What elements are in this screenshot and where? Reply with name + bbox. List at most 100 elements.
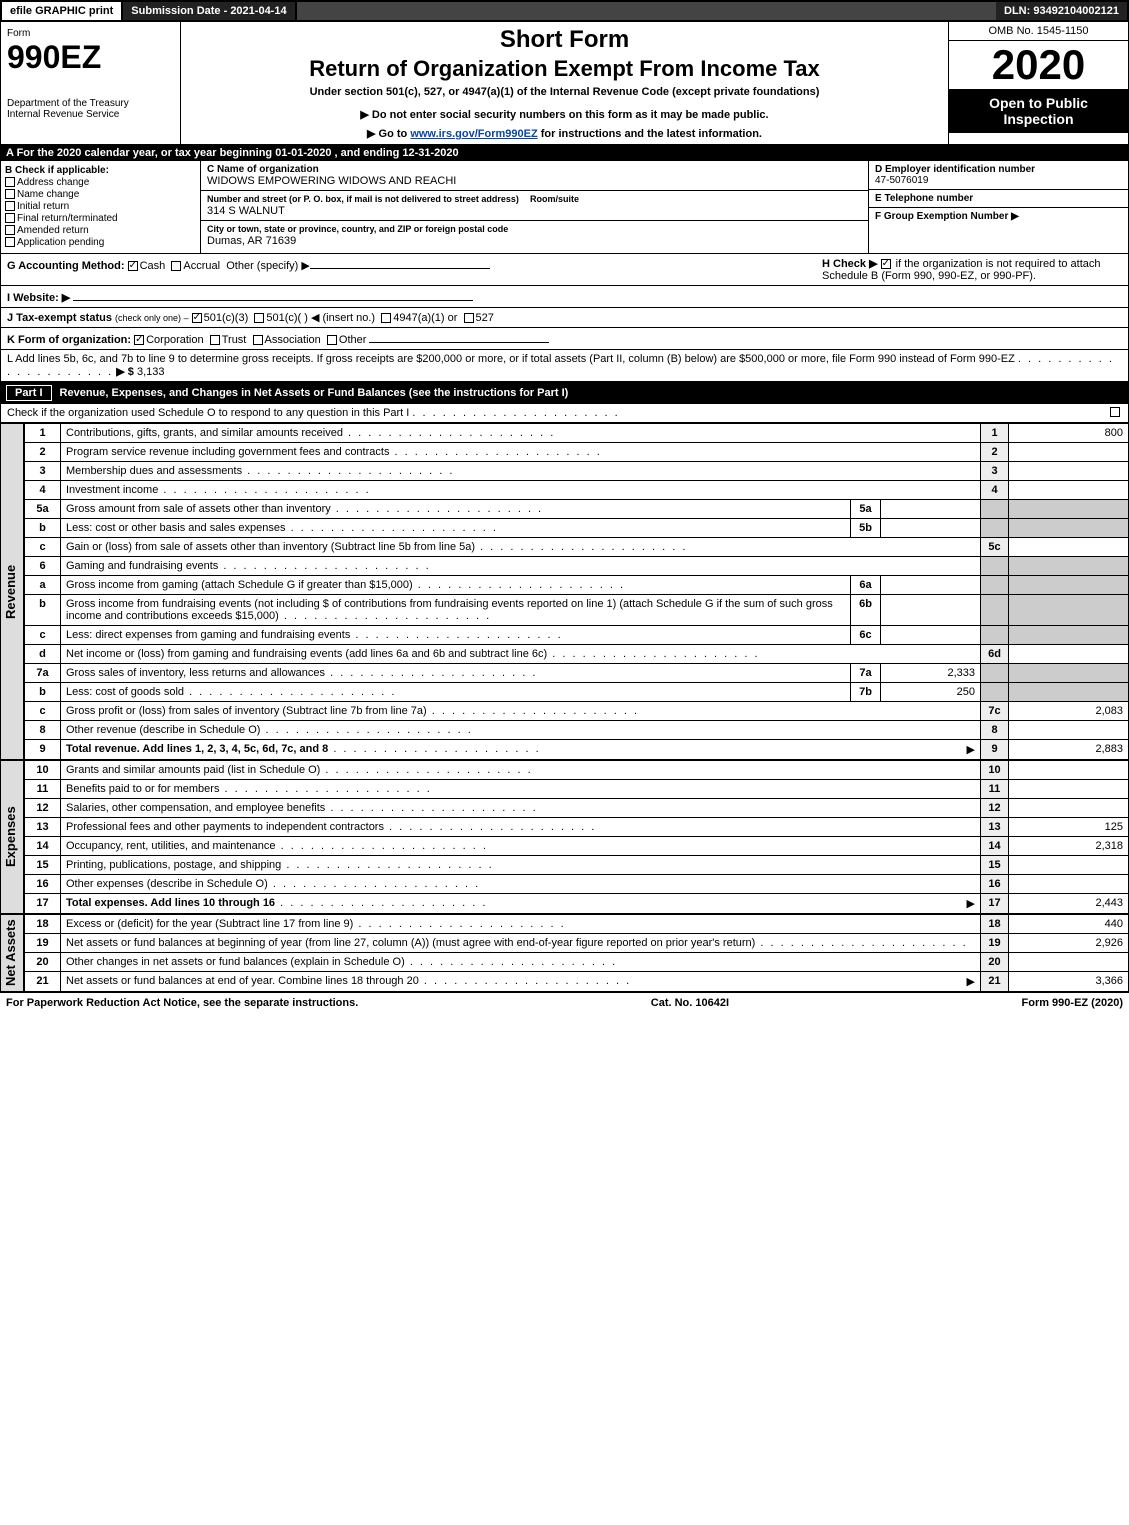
line-amount [1009,481,1129,500]
other-org-blank[interactable] [369,331,549,343]
dots-icon [279,610,491,622]
line-side-number: 8 [981,721,1009,740]
chk-name-change[interactable]: Name change [5,189,196,200]
line-side-number: 14 [981,837,1009,856]
chk-amended-return-label: Amended return [17,225,89,236]
line-side-number: 15 [981,856,1009,875]
line-description: Salaries, other compensation, and employ… [61,799,981,818]
ein-label: D Employer identification number [875,164,1035,175]
line-number: 11 [25,780,61,799]
line-l-amount: 3,133 [137,366,165,378]
chk-527[interactable] [464,313,474,323]
line-side-number: 18 [981,915,1009,934]
form-word: Form [7,28,174,39]
sub-line-number: 5b [851,519,881,538]
line-number: 3 [25,462,61,481]
top-bar: efile GRAPHIC print Submission Date - 20… [0,0,1129,22]
sub-line-number: 6b [851,595,881,626]
chk-cash[interactable] [128,261,138,271]
chk-amended-return[interactable]: Amended return [5,225,196,236]
line-description: Grants and similar amounts paid (list in… [61,761,981,780]
line-l-text: L Add lines 5b, 6c, and 7b to line 9 to … [7,353,1015,365]
chk-501c3[interactable] [192,313,202,323]
open-to-public: Open to Public Inspection [949,89,1128,133]
chk-application-pending[interactable]: Application pending [5,237,196,248]
table-row: aGross income from gaming (attach Schedu… [25,576,1129,595]
chk-association[interactable] [253,335,263,345]
form-number: 990EZ [7,39,174,76]
chk-schedule-o-part1[interactable] [1110,407,1120,417]
chk-accrual[interactable] [171,261,181,271]
line-side-number: 5c [981,538,1009,557]
table-row: 11Benefits paid to or for members11 [25,780,1129,799]
line-description: Professional fees and other payments to … [61,818,981,837]
line-g-label: G Accounting Method: [7,260,125,272]
line-description: Printing, publications, postage, and shi… [61,856,981,875]
line-side-number: 1 [981,424,1009,443]
goto-line: ▶ Go to www.irs.gov/Form990EZ for instru… [189,127,940,140]
phone-label: E Telephone number [875,193,973,204]
chk-schedule-b[interactable] [881,259,891,269]
line-description: Other changes in net assets or fund bala… [61,953,981,972]
chk-other-org[interactable] [327,335,337,345]
efile-label: efile GRAPHIC print [2,2,123,20]
sub-line-number: 7a [851,664,881,683]
line-description: Gross profit or (loss) from sales of inv… [61,702,981,721]
chk-address-change[interactable]: Address change [5,177,196,188]
line-l: L Add lines 5b, 6c, and 7b to line 9 to … [0,350,1129,382]
chk-initial-return[interactable]: Initial return [5,201,196,212]
line-amount-shaded [1009,595,1129,626]
chk-501c-label: 501(c)( ) ◀ (insert no.) [266,312,375,324]
chk-trust[interactable] [210,335,220,345]
line-side-number: 21 [981,972,1009,992]
line-description: Program service revenue including govern… [61,443,981,462]
line-h-prefix: H Check ▶ [822,258,878,270]
dots-icon [276,840,488,852]
sub-line-number: 6c [851,626,881,645]
goto-link[interactable]: www.irs.gov/Form990EZ [410,128,537,140]
other-specify-blank[interactable] [310,257,490,269]
chk-4947a1[interactable] [381,313,391,323]
omb-number: OMB No. 1545-1150 [949,22,1128,41]
table-row: 3Membership dues and assessments3 [25,462,1129,481]
footer-mid: Cat. No. 10642I [651,997,729,1009]
chk-corporation[interactable] [134,335,144,345]
table-row: bLess: cost or other basis and sales exp… [25,519,1129,538]
line-amount [1009,875,1129,894]
chk-other-org-label: Other [339,334,367,346]
dots-icon [331,503,543,515]
sub-line-amount: 2,333 [881,664,981,683]
line-j-label: J Tax-exempt status [7,312,112,324]
table-row: 10Grants and similar amounts paid (list … [25,761,1129,780]
table-row: cGain or (loss) from sale of assets othe… [25,538,1129,557]
website-blank[interactable] [73,289,473,301]
table-row: 14Occupancy, rent, utilities, and mainte… [25,837,1129,856]
room-label: Room/suite [530,194,579,204]
page-footer: For Paperwork Reduction Act Notice, see … [0,992,1129,1013]
line-amount-shaded [1009,683,1129,702]
group-exemption-cell: F Group Exemption Number ▶ [869,208,1128,225]
website-label: I Website: ▶ [7,292,70,304]
header-center: Short Form Return of Organization Exempt… [181,22,948,144]
line-number: 12 [25,799,61,818]
line-number: 17 [25,894,61,914]
dots-icon [547,648,759,660]
submission-date: Submission Date - 2021-04-14 [123,2,296,20]
line-number: c [25,702,61,721]
dots-icon [260,724,472,736]
table-row: 16Other expenses (describe in Schedule O… [25,875,1129,894]
chk-final-return[interactable]: Final return/terminated [5,213,196,224]
chk-final-return-label: Final return/terminated [17,213,118,224]
dots-icon [419,975,631,987]
line-number: 7a [25,664,61,683]
chk-name-change-label: Name change [17,189,79,200]
dots-icon [427,705,639,717]
arrow-icon: ▶ [967,743,975,756]
line-a-tax-year: A For the 2020 calendar year, or tax yea… [0,145,1129,161]
line-amount: 2,926 [1009,934,1129,953]
line-j-hint: (check only one) ‒ [115,313,189,323]
chk-501c[interactable] [254,313,264,323]
line-amount-shaded [1009,519,1129,538]
line-side-number: 10 [981,761,1009,780]
line-number: 4 [25,481,61,500]
